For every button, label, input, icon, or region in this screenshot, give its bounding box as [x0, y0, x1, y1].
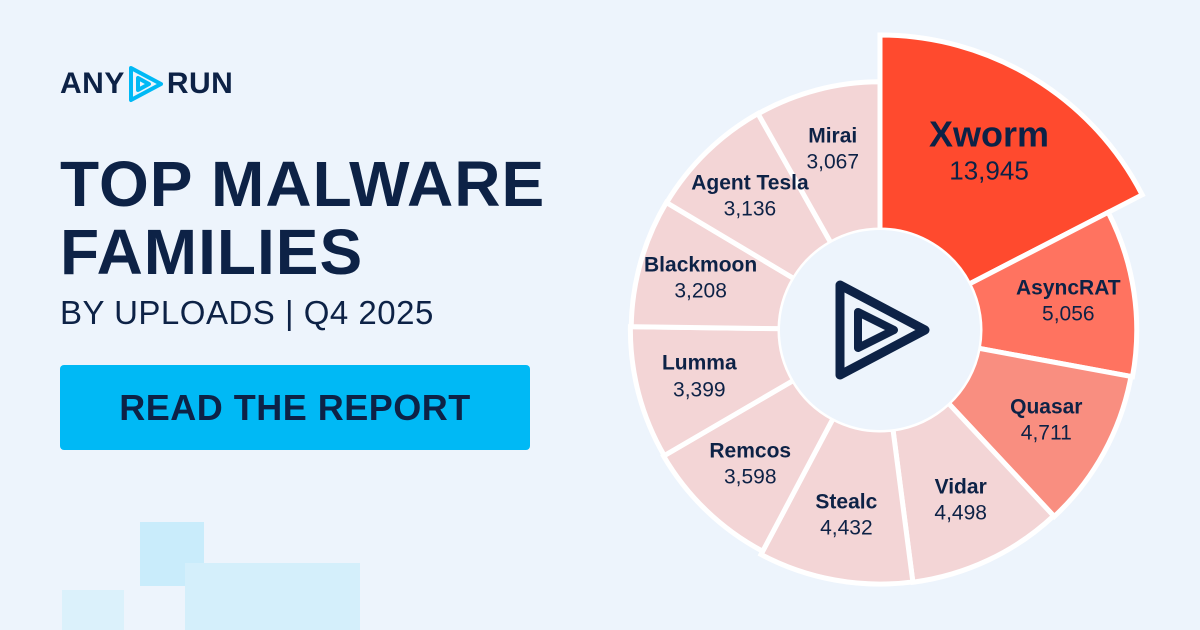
subheadline: BY UPLOADS | Q4 2025 — [60, 294, 434, 331]
segment-label: Blackmoon 3,208 — [641, 254, 761, 305]
deco-square — [62, 590, 124, 630]
category-label: Vidar — [934, 475, 987, 499]
category-label: Xworm — [929, 113, 1050, 155]
center-hole — [780, 230, 980, 430]
logo-icon — [128, 66, 163, 102]
value-label: 3,067 — [806, 150, 860, 174]
category-label: Mirai — [808, 124, 858, 148]
center-icon — [835, 280, 930, 380]
segment-label: Agent Tesla 3,136 — [690, 171, 810, 222]
decoration — [62, 522, 360, 630]
category-label: Stealc — [815, 490, 878, 514]
category-label: Remcos — [709, 439, 792, 463]
segment — [627, 324, 797, 460]
logo: ANY RUN — [60, 64, 233, 104]
category-label: Lumma — [661, 351, 737, 375]
value-label: 3,136 — [723, 197, 777, 221]
deco-square — [185, 563, 360, 630]
value-label: 3,399 — [673, 377, 726, 401]
value-label: 13,945 — [949, 155, 1029, 186]
segment-label: Lumma 3,399 — [639, 352, 759, 403]
value-label: 4,432 — [820, 516, 873, 540]
segment-label: Vidar 4,498 — [901, 475, 1021, 526]
segment-label: AsyncRAT 5,056 — [1008, 276, 1128, 327]
value-label: 3,598 — [723, 465, 777, 489]
category-label: AsyncRAT — [1016, 276, 1121, 300]
segment-label: Xworm 13,945 — [909, 114, 1069, 189]
segment — [660, 376, 837, 555]
segment-label: Mirai 3,067 — [773, 124, 893, 175]
value-label: 3,208 — [674, 279, 727, 303]
category-label: Agent Tesla — [691, 170, 809, 194]
segment-label: Stealc 4,432 — [786, 490, 906, 541]
cta-button[interactable]: READ THE REPORT — [60, 365, 530, 450]
value-label: 4,711 — [1020, 421, 1072, 445]
segment-label: Quasar 4,711 — [986, 395, 1106, 446]
category-label: Blackmoon — [644, 253, 758, 277]
segment-label: Remcos 3,598 — [690, 439, 810, 490]
logo-text: RUN — [166, 67, 234, 100]
value-label: 5,056 — [1042, 302, 1095, 326]
headline: TOP MALWARE FAMILIES — [60, 148, 546, 288]
value-label: 4,498 — [934, 501, 987, 525]
category-label: Quasar — [1010, 395, 1083, 419]
logo-text: ANY — [60, 67, 125, 100]
